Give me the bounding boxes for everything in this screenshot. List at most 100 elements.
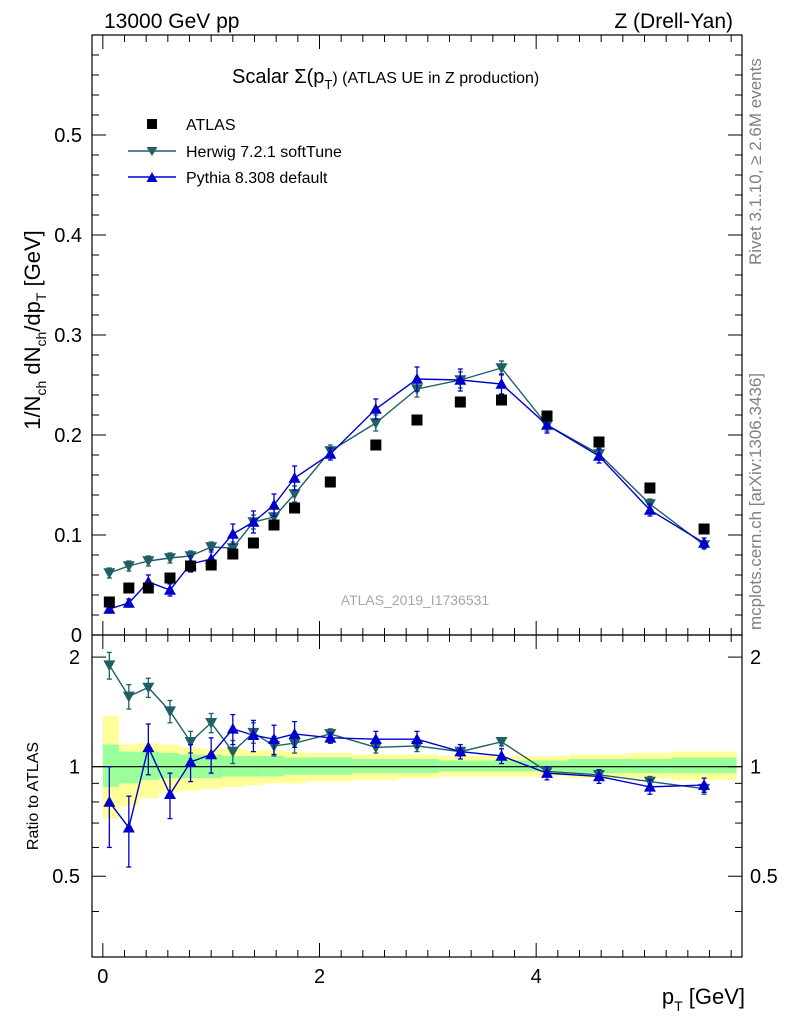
ratio-tick-label-right: 2 xyxy=(750,647,761,669)
data-point-herwig xyxy=(369,418,382,429)
y-tick-label: 0.1 xyxy=(54,525,82,547)
ratio-tick-label-right: 1 xyxy=(750,757,761,779)
main-plot-area: Scalar Σ(pT) (ATLAS UE in Z production) … xyxy=(91,34,743,636)
data-point-atlas xyxy=(205,559,217,571)
legend-label-pythia: Pythia 8.308 default xyxy=(186,170,328,187)
data-point-pythia xyxy=(103,603,116,614)
ratio-point-pythia xyxy=(103,795,116,807)
y-tick-label: 0 xyxy=(71,625,82,647)
data-point-herwig xyxy=(103,568,116,579)
data-point-pythia xyxy=(541,419,553,430)
ratio-tick-label-left: 1 xyxy=(69,757,80,779)
data-point-atlas xyxy=(644,482,656,494)
ratio-tick-label-left: 0.5 xyxy=(52,866,80,888)
mcplots-label: mcplots.cern.ch [arXiv:1306.3436] xyxy=(746,373,765,630)
y-axis-label: 1/Nch dNch/dpT [GeV] xyxy=(20,230,49,430)
ratio-point-pythia xyxy=(205,748,218,760)
data-point-pythia xyxy=(226,528,239,539)
ratio-band-green xyxy=(482,760,526,772)
legend-marker-triangle-down xyxy=(146,147,158,156)
x-axis-label-p: p xyxy=(662,984,674,1009)
legend-marker-square xyxy=(147,119,157,129)
x-axis-label-subscript: T xyxy=(674,998,683,1014)
ratio-point-pythia xyxy=(495,749,508,761)
ratio-point-pythia xyxy=(698,779,711,790)
data-point-herwig xyxy=(142,556,155,567)
ratio-point-pythia xyxy=(411,733,423,744)
data-point-herwig xyxy=(288,489,301,500)
ratio-point-herwig xyxy=(226,746,239,758)
data-point-pythia xyxy=(495,378,508,389)
legend-label-atlas: ATLAS xyxy=(186,117,236,134)
x-tick-label: 4 xyxy=(531,966,542,988)
ratio-band-green xyxy=(438,760,482,772)
data-point-pythia xyxy=(288,472,301,483)
ratio-band-green xyxy=(671,757,737,774)
series-line-herwig xyxy=(109,367,705,574)
ratio-band-green xyxy=(628,758,672,774)
ratio-band-green xyxy=(159,753,180,779)
ratio-point-herwig xyxy=(205,717,218,729)
data-point-pythia xyxy=(268,499,280,510)
y-tick-label: 0.3 xyxy=(54,325,82,347)
ratio-point-pythia xyxy=(142,741,155,753)
x-tick-label: 0 xyxy=(97,966,108,988)
legend-item-atlas: ATLAS xyxy=(147,117,236,134)
data-point-herwig xyxy=(205,542,218,553)
ratio-point-herwig xyxy=(122,691,135,703)
ratio-plot-frame xyxy=(91,634,743,958)
rivet-label: Rivet 3.1.10, ≥ 2.6M events xyxy=(746,58,765,265)
analysis-id: ATLAS_2019_I1736531 xyxy=(341,592,490,608)
data-point-atlas xyxy=(103,596,115,608)
data-point-atlas xyxy=(698,523,710,535)
ratio-band-green xyxy=(568,758,629,774)
data-point-atlas xyxy=(454,396,466,408)
data-point-pythia xyxy=(369,403,382,414)
ratio-point-herwig xyxy=(142,682,155,694)
data-point-pythia xyxy=(411,373,423,384)
data-point-pythia xyxy=(643,504,656,515)
ratio-band-green xyxy=(102,744,120,787)
ratio-point-pythia xyxy=(268,733,280,744)
data-point-pythia xyxy=(454,374,467,385)
data-point-atlas xyxy=(268,519,280,531)
main-title-subscript: T xyxy=(324,77,332,92)
data-point-pythia xyxy=(593,450,605,461)
x-axis-label: pT [GeV] xyxy=(662,984,745,1014)
data-point-herwig xyxy=(122,561,135,572)
data-point-pythia xyxy=(122,597,135,608)
ratio-point-pythia xyxy=(541,767,553,778)
ratio-plot-area xyxy=(91,634,743,958)
header-left: 13000 GeV pp xyxy=(104,10,239,33)
y-tick-label: 0.5 xyxy=(54,125,82,147)
ratio-point-pythia xyxy=(593,770,605,782)
data-point-pythia xyxy=(247,516,260,527)
data-point-atlas xyxy=(593,436,605,448)
data-point-pythia xyxy=(164,584,176,595)
data-point-atlas xyxy=(185,560,197,572)
legend-marker-triangle-up xyxy=(146,172,158,182)
data-point-pythia xyxy=(324,448,337,459)
ratio-point-pythia xyxy=(288,727,301,739)
main-title-tail: ) (ATLAS UE in Z production) xyxy=(332,70,539,87)
ratio-band-green xyxy=(397,758,439,774)
ratio-band-green xyxy=(525,760,569,772)
data-point-herwig xyxy=(164,553,176,564)
main-title-part: Scalar Σ(p xyxy=(232,66,324,88)
data-point-atlas xyxy=(289,502,301,514)
data-point-atlas xyxy=(541,410,553,422)
data-point-atlas xyxy=(370,439,382,451)
ratio-point-pythia xyxy=(454,745,467,757)
data-point-atlas xyxy=(324,476,336,488)
ratio-point-herwig xyxy=(495,737,508,748)
data-point-atlas xyxy=(142,582,154,594)
ratio-band-green xyxy=(352,758,398,774)
ratio-point-pythia xyxy=(247,729,260,741)
ratio-point-herwig xyxy=(184,737,197,748)
ratio-point-pythia xyxy=(164,788,176,800)
y-tick-label: 0.2 xyxy=(54,425,82,447)
x-axis-label-unit: [GeV] xyxy=(683,984,745,1009)
ratio-y-axis-label: Ratio to ATLAS xyxy=(25,742,42,850)
ratio-point-pythia xyxy=(122,821,135,833)
